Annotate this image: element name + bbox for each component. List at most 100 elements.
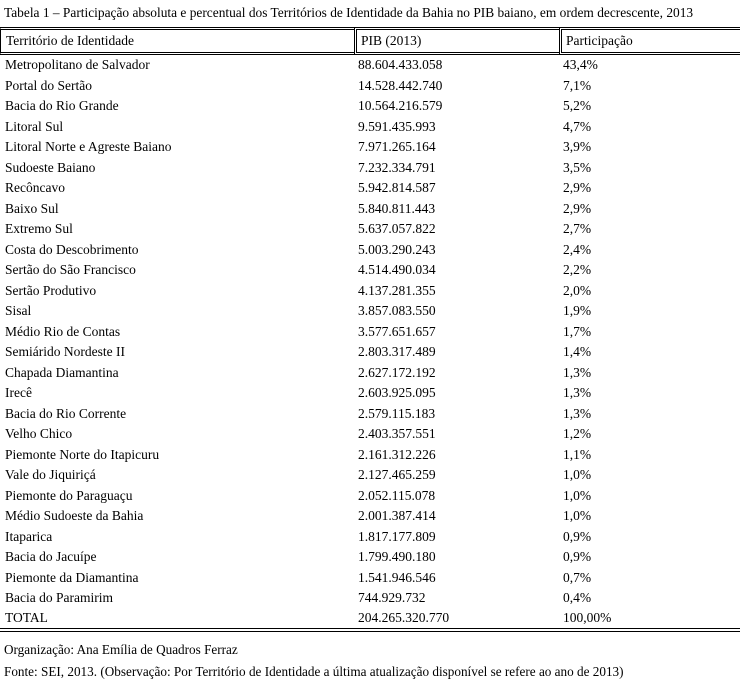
cell-territory: Litoral Norte e Agreste Baiano bbox=[5, 139, 172, 155]
cell-share: 2,4% bbox=[563, 241, 592, 257]
table-notes: Organização: Ana Emília de Quadros Ferra… bbox=[0, 632, 740, 683]
table-bottom-rule bbox=[0, 631, 740, 632]
note-source: Fonte: SEI, 2013. (Observação: Por Terri… bbox=[4, 664, 624, 679]
table-row: Sisal 3.857.083.550 1,9% bbox=[0, 301, 740, 322]
cell-share: 3,5% bbox=[563, 159, 592, 175]
cell-territory: Litoral Sul bbox=[5, 118, 64, 134]
table-row: Litoral Sul 9.591.435.993 4,7% bbox=[0, 117, 740, 138]
table-row: Baixo Sul 5.840.811.443 2,9% bbox=[0, 199, 740, 220]
cell-pib: 2.627.172.192 bbox=[358, 364, 436, 380]
cell-pib: 3.857.083.550 bbox=[358, 303, 436, 319]
cell-pib: 1.799.490.180 bbox=[358, 549, 436, 565]
cell-territory: Sisal bbox=[5, 303, 32, 319]
cell-share: 1,0% bbox=[563, 508, 592, 524]
table-row: Portal do Sertão 14.528.442.740 7,1% bbox=[0, 76, 740, 97]
cell-pib: 14.528.442.740 bbox=[358, 77, 443, 93]
cell-territory: Bacia do Jacuípe bbox=[5, 549, 97, 565]
cell-territory: Metropolitano de Salvador bbox=[5, 57, 150, 73]
cell-share: 2,9% bbox=[563, 200, 592, 216]
cell-territory: Médio Rio de Contas bbox=[5, 323, 121, 339]
cell-share: 4,7% bbox=[563, 118, 592, 134]
cell-territory: Bacia do Rio Grande bbox=[5, 98, 119, 114]
table-body: Metropolitano de Salvador 88.604.433.058 4… bbox=[0, 55, 740, 609]
cell-pib: 7.232.334.791 bbox=[358, 159, 436, 175]
table-row: Litoral Norte e Agreste Baiano 7.971.265.… bbox=[0, 137, 740, 158]
cell-pib: 2.127.465.259 bbox=[358, 467, 436, 483]
cell-territory: Portal do Sertão bbox=[5, 77, 92, 93]
table-row: Vale do Jiquiriçá 2.127.465.259 1,0% bbox=[0, 465, 740, 486]
cell-territory: Semiárido Nordeste II bbox=[5, 344, 125, 360]
table-row: Sudoeste Baiano 7.232.334.791 3,5% bbox=[0, 158, 740, 179]
cell-pib: 4.514.490.034 bbox=[358, 262, 436, 278]
cell-territory: Piemonte do Paraguaçu bbox=[5, 487, 133, 503]
cell-share: 2,0% bbox=[563, 282, 592, 298]
cell-pib: 5.637.057.822 bbox=[358, 221, 436, 237]
cell-pib: 88.604.433.058 bbox=[358, 57, 443, 73]
table-row: Bacia do Rio Grande 10.564.216.579 5,2% bbox=[0, 96, 740, 117]
cell-territory: Costa do Descobrimento bbox=[5, 241, 139, 257]
cell-territory: Irecê bbox=[5, 385, 32, 401]
cell-pib: 2.603.925.095 bbox=[358, 385, 436, 401]
cell-pib: 2.161.312.226 bbox=[358, 446, 436, 462]
cell-pib: 2.803.317.489 bbox=[358, 344, 436, 360]
table-row: Bacia do Jacuípe 1.799.490.180 0,9% bbox=[0, 547, 740, 568]
cell-share: 0,9% bbox=[563, 528, 592, 544]
cell-territory: Vale do Jiquiriçá bbox=[5, 467, 96, 483]
table-row: Irecê 2.603.925.095 1,3% bbox=[0, 383, 740, 404]
cell-share: 43,4% bbox=[563, 57, 598, 73]
cell-share: 1,9% bbox=[563, 303, 592, 319]
cell-share: 2,7% bbox=[563, 221, 592, 237]
cell-share: 1,0% bbox=[563, 467, 592, 483]
table-row: Chapada Diamantina 2.627.172.192 1,3% bbox=[0, 363, 740, 384]
cell-territory: Sertão Produtivo bbox=[5, 282, 97, 298]
cell-share: 1,3% bbox=[563, 405, 592, 421]
cell-pib: 2.403.357.551 bbox=[358, 426, 436, 442]
col-header-participacao: Participação bbox=[559, 27, 740, 55]
cell-share: 7,1% bbox=[563, 77, 592, 93]
cell-share: 1,1% bbox=[563, 446, 592, 462]
cell-pib: 3.577.651.657 bbox=[358, 323, 436, 339]
table-row: Piemonte Norte do Itapicuru 2.161.312.226… bbox=[0, 445, 740, 466]
cell-territory: Bacia do Rio Corrente bbox=[5, 405, 127, 421]
cell-pib: 2.001.387.414 bbox=[358, 508, 436, 524]
cell-pib: 9.591.435.993 bbox=[358, 118, 436, 134]
pib-table: Território de Identidade PIB (2013) Part… bbox=[0, 27, 740, 629]
col-header-territory: Território de Identidade bbox=[0, 27, 354, 55]
cell-pib: 5.003.290.243 bbox=[358, 241, 436, 257]
cell-share: 0,9% bbox=[563, 549, 592, 565]
table-footer: TOTAL 204.265.320.770 100,00% bbox=[0, 609, 740, 629]
cell-territory: Itaparica bbox=[5, 528, 53, 544]
total-label: TOTAL bbox=[0, 609, 354, 629]
cell-territory: Recôncavo bbox=[5, 180, 65, 196]
cell-share: 0,7% bbox=[563, 569, 592, 585]
cell-pib: 2.579.115.183 bbox=[358, 405, 436, 421]
table-row: Recôncavo 5.942.814.587 2,9% bbox=[0, 178, 740, 199]
cell-pib: 5.942.814.587 bbox=[358, 180, 436, 196]
cell-share: 1,4% bbox=[563, 344, 592, 360]
cell-territory: Velho Chico bbox=[5, 426, 73, 442]
cell-pib: 1.817.177.809 bbox=[358, 528, 436, 544]
table-row: Sertão Produtivo 4.137.281.355 2,0% bbox=[0, 281, 740, 302]
cell-territory: Piemonte Norte do Itapicuru bbox=[5, 446, 160, 462]
table-row: Semiárido Nordeste II 2.803.317.489 1,4% bbox=[0, 342, 740, 363]
table-title: Tabela 1 – Participação absoluta e perce… bbox=[4, 5, 694, 20]
cell-territory: Sertão do São Francisco bbox=[5, 262, 136, 278]
table-row: Piemonte do Paraguaçu 2.052.115.078 1,0% bbox=[0, 486, 740, 507]
table-row: Sertão do São Francisco 4.514.490.034 2,2% bbox=[0, 260, 740, 281]
table-row: Itaparica 1.817.177.809 0,9% bbox=[0, 527, 740, 548]
table-row: Costa do Descobrimento 5.003.290.243 2,4% bbox=[0, 240, 740, 261]
table-row: Médio Rio de Contas 3.577.651.657 1,7% bbox=[0, 322, 740, 343]
table-row: Bacia do Paramirim 744.929.732 0,4% bbox=[0, 588, 740, 609]
cell-territory: Piemonte da Diamantina bbox=[5, 569, 139, 585]
cell-territory: Médio Sudoeste da Bahia bbox=[5, 508, 144, 524]
cell-territory: Extremo Sul bbox=[5, 221, 73, 237]
note-organization: Organização: Ana Emília de Quadros Ferra… bbox=[4, 642, 238, 657]
cell-pib: 5.840.811.443 bbox=[358, 200, 436, 216]
table-row: Extremo Sul 5.637.057.822 2,7% bbox=[0, 219, 740, 240]
col-header-pib: PIB (2013) bbox=[354, 27, 559, 55]
cell-pib: 2.052.115.078 bbox=[358, 487, 436, 503]
cell-pib: 744.929.732 bbox=[358, 590, 426, 606]
table-row: Piemonte da Diamantina 1.541.946.546 0,7% bbox=[0, 568, 740, 589]
table-row: Velho Chico 2.403.357.551 1,2% bbox=[0, 424, 740, 445]
